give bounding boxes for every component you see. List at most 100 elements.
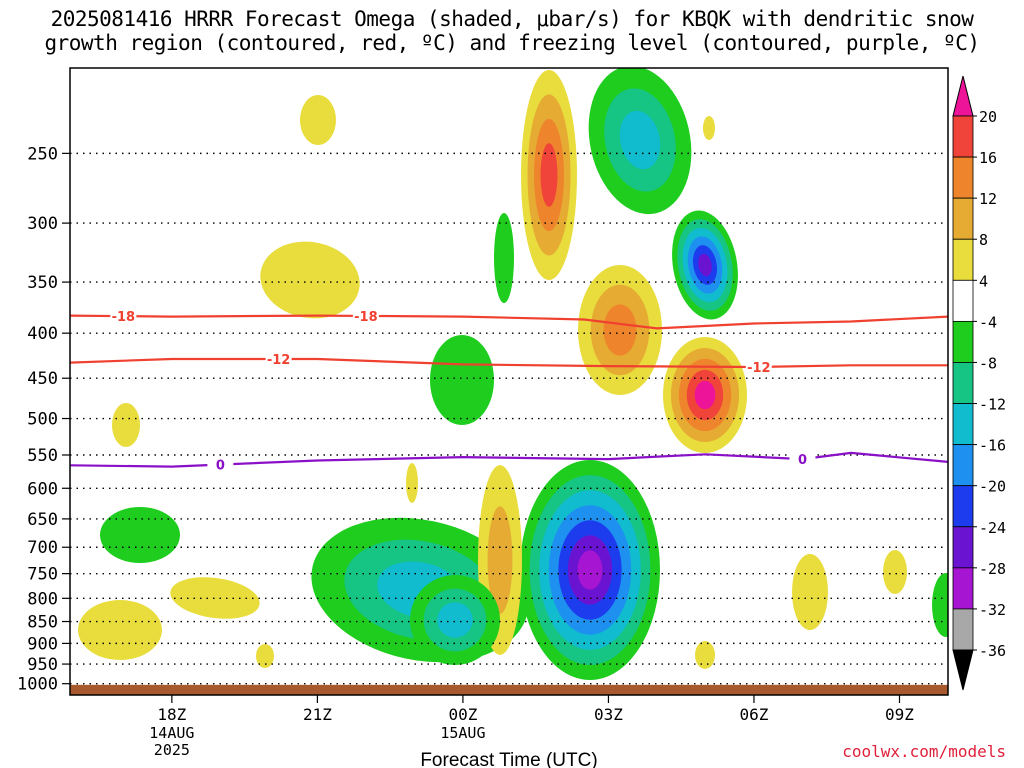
omega-level-8	[487, 506, 513, 614]
chart-title-line-1: 2025081416 HRRR Forecast Omega (shaded, …	[50, 7, 974, 31]
x-tick-label: 09Z	[885, 705, 914, 724]
y-tick-label: 900	[27, 634, 58, 654]
colorbar-bin	[952, 362, 974, 404]
colorbar-label: -20	[979, 478, 1006, 496]
omega-level-4	[695, 641, 715, 669]
contour-label-bg	[352, 307, 379, 324]
omega-descent-right	[932, 573, 948, 637]
omega-level-4	[300, 95, 336, 145]
colorbar-bin	[952, 197, 974, 240]
temperature-contours: -18 -18 -12 -12 0 0	[70, 307, 948, 474]
x-tick-label: 21Z	[303, 705, 332, 724]
omega-ascent-left-2	[170, 577, 260, 619]
omega-descent-0z	[430, 335, 494, 425]
omega-level--28	[577, 550, 603, 590]
y-tick-label: 700	[27, 538, 58, 558]
colorbar-bin	[952, 567, 974, 610]
colorbar-bin	[952, 526, 974, 569]
omega-ascent-21z	[260, 241, 360, 319]
contour-label: 0	[216, 459, 225, 474]
colorbar-label: -4	[979, 313, 997, 331]
omega-level-4	[256, 644, 274, 668]
omega-ascent-mid-05z	[663, 337, 747, 453]
contour-line--12	[70, 357, 948, 369]
ground-surface	[70, 684, 948, 695]
omega-ascent-07z	[792, 554, 828, 630]
x-tick-label: 06Z	[740, 705, 769, 724]
contour-line--18	[70, 314, 948, 330]
omega-level--4	[932, 573, 948, 637]
contour-label-bg	[207, 456, 234, 473]
y-tick-label: 600	[27, 479, 58, 499]
omega-ascent-small-2	[406, 463, 418, 503]
omega-level--4	[430, 335, 494, 425]
y-tick-label: 850	[27, 613, 58, 633]
colorbar-bin	[952, 320, 974, 363]
omega-shading	[78, 68, 948, 680]
colorbar-label: -8	[979, 354, 997, 372]
contour-label: -12	[747, 361, 771, 376]
source-credit: coolwx.com/models	[842, 742, 1006, 761]
omega-level-4	[260, 241, 360, 319]
omega-level-4	[112, 403, 140, 447]
colorbar-label: -36	[979, 642, 1006, 660]
x-tick-label: 03Z	[594, 705, 623, 724]
colorbar-bin	[952, 485, 974, 528]
omega-level-4	[703, 116, 715, 140]
chart-title-line-2: growth region (contoured, red, ºC) and f…	[44, 31, 980, 55]
colorbar-top-arrow	[952, 75, 974, 117]
omega-ascent-05z-top	[703, 116, 715, 140]
contour-label: -18	[112, 310, 136, 325]
omega-ascent-09z	[883, 550, 907, 594]
omega-level--4	[494, 213, 514, 303]
colorbar-label: 12	[979, 190, 997, 208]
colorbar-label: -28	[979, 560, 1006, 578]
colorbar-bin	[952, 156, 974, 199]
contour-label: 0	[798, 453, 807, 468]
x-tick-sublabel: 15AUG	[440, 724, 485, 742]
omega-descent-low-main	[520, 460, 660, 680]
contour-label: -12	[267, 353, 291, 368]
omega-level-20	[694, 380, 716, 410]
omega-level-4	[406, 463, 418, 503]
y-tick-label: 550	[27, 446, 58, 466]
colorbar-label: -16	[979, 437, 1006, 455]
colorbar-bin	[952, 238, 974, 281]
y-tick-label: 650	[27, 510, 58, 530]
omega-descent-upper-core	[672, 210, 738, 320]
omega-ascent-top	[300, 95, 336, 145]
omega-level--4	[100, 507, 180, 563]
omega-ascent-05z-low	[695, 641, 715, 669]
omega-level-4	[78, 600, 162, 660]
omega-level-4	[170, 577, 260, 619]
omega-ascent-upper-0z	[521, 70, 577, 280]
contour-label-bg	[110, 308, 137, 325]
omega-level--12	[619, 110, 661, 170]
colorbar-bin	[952, 608, 974, 651]
colorbar-label: 4	[979, 272, 988, 290]
colorbar-bin	[952, 444, 974, 487]
colorbar-bin	[952, 403, 974, 446]
plot-area: -18 -18 -12 -12 0 0	[70, 68, 948, 695]
y-tick-label: 950	[27, 655, 58, 675]
omega-level-4	[792, 554, 828, 630]
y-tick-label: 350	[27, 273, 58, 293]
omega-ascent-left-mid	[112, 403, 140, 447]
omega-descent-col	[494, 213, 514, 303]
y-axis: 2503003504004505005506006507007508008509…	[17, 144, 70, 695]
y-tick-label: 1000	[17, 675, 58, 695]
contour-label: -18	[354, 310, 378, 325]
omega-level-16	[540, 143, 558, 207]
colorbar-bin	[952, 279, 974, 322]
contour-line-0	[70, 451, 948, 468]
plot-frame	[69, 67, 949, 696]
y-tick-label: 750	[27, 565, 58, 585]
x-tick-sublabel: 2025	[154, 741, 190, 759]
omega-level--12	[437, 602, 473, 638]
x-tick-sublabel: 14AUG	[149, 724, 194, 742]
omega-ascent-380	[578, 265, 662, 395]
x-tick-label: 00Z	[448, 705, 477, 724]
colorbar-label: 20	[979, 108, 997, 126]
